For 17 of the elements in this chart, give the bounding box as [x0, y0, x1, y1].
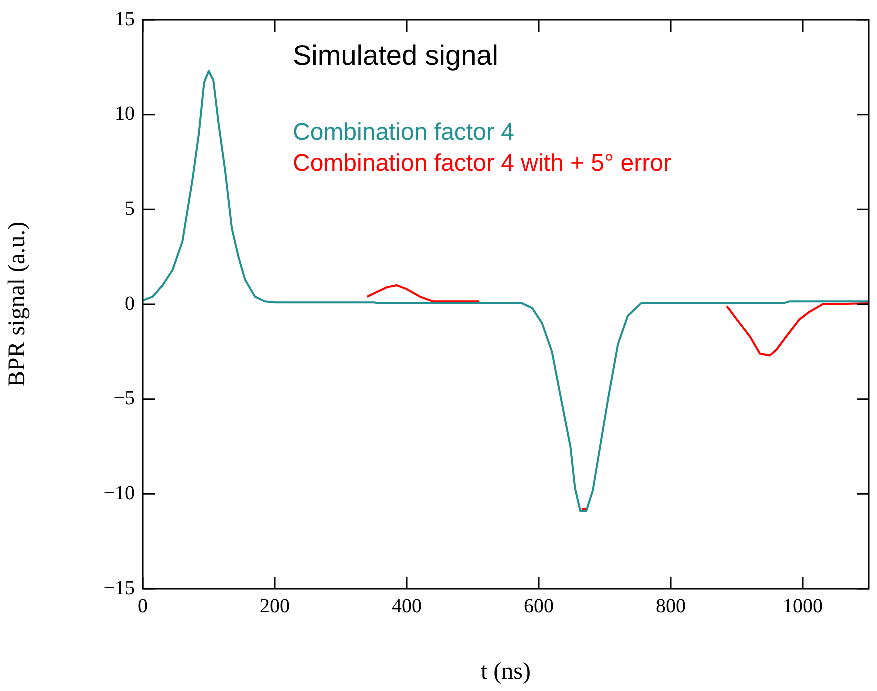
text: Simulated signal [293, 40, 498, 71]
text: Combination factor 4 [293, 119, 514, 146]
y-tick-label: −10 [104, 482, 135, 504]
y-tick-label: 15 [115, 8, 135, 30]
x-tick-label: 400 [392, 595, 422, 618]
y-tick-label: −5 [114, 388, 135, 410]
x-tick-label: 200 [260, 595, 290, 618]
x-tick-label: 600 [524, 595, 554, 618]
y-tick-label: 0 [125, 292, 135, 315]
x-tick-label: 800 [656, 595, 686, 618]
y-tick-label: 5 [125, 198, 135, 220]
x-tick-label: 1000 [783, 595, 823, 618]
text: Combination factor 4 with + 5° error [293, 150, 672, 177]
x-axis-title: t (ns) [481, 658, 531, 685]
y-axis-title: BPR signal (a.u.) [4, 222, 31, 388]
y-tick-label: −15 [104, 577, 135, 600]
y-tick-label: 10 [115, 103, 135, 126]
